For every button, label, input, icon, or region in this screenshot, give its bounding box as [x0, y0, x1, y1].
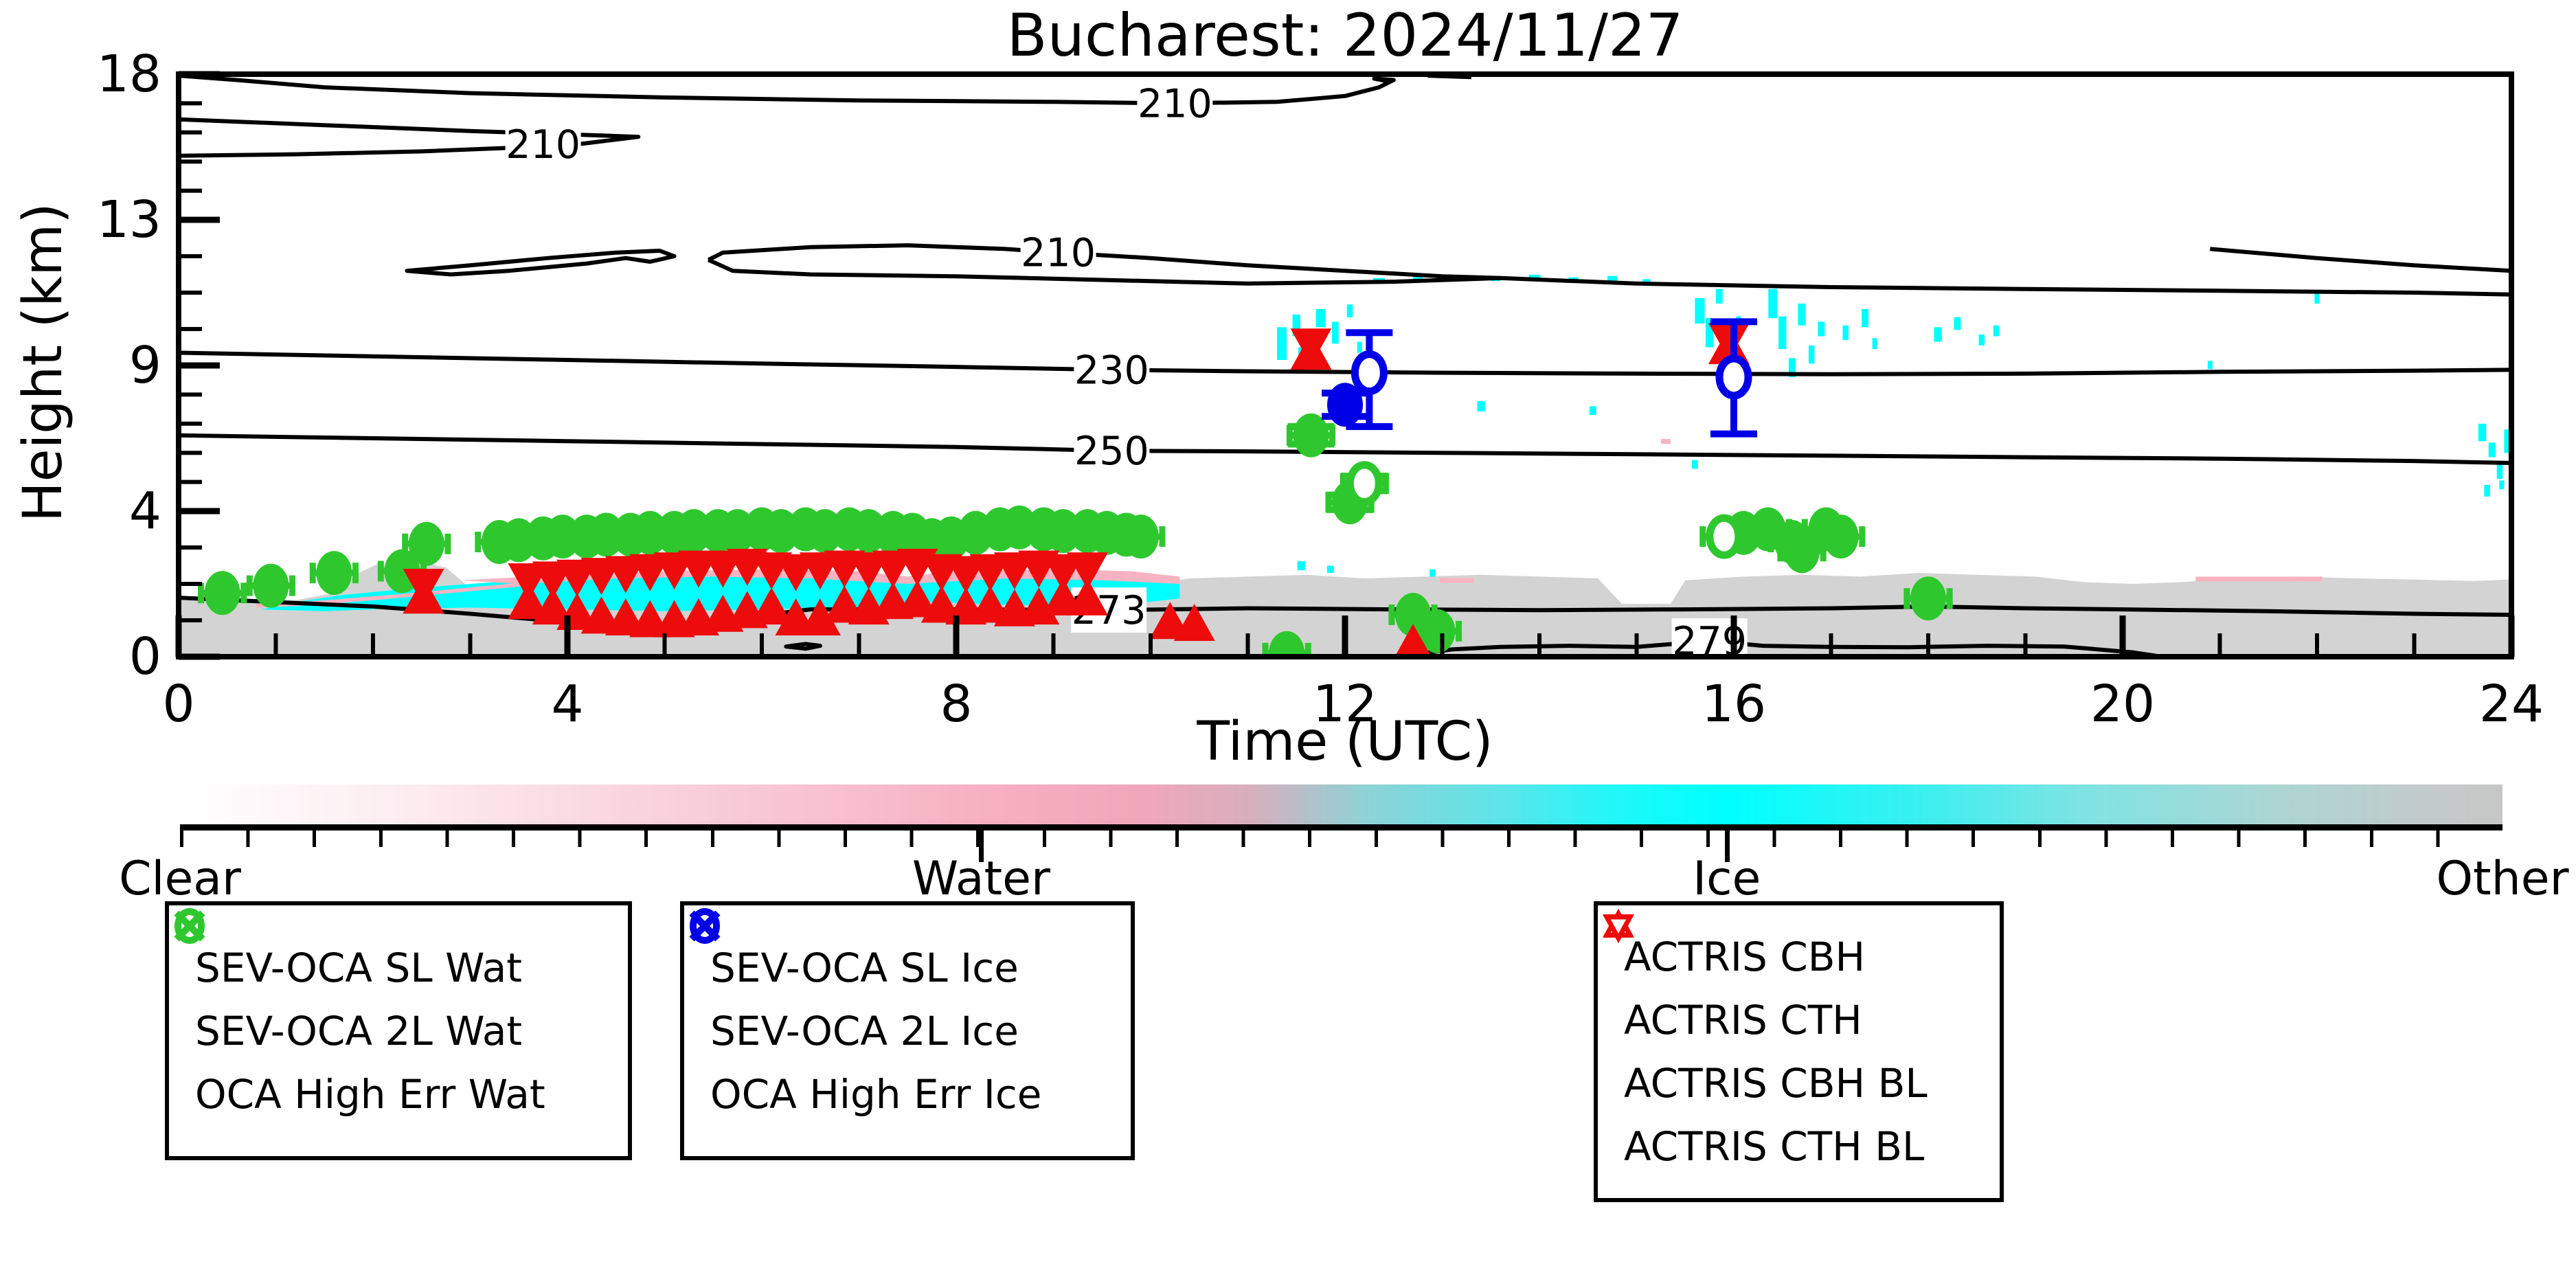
legend-label: OCA High Err Ice	[710, 1070, 1042, 1118]
y-tick-label: 18	[96, 45, 161, 104]
legend-ice: SEV-OCA SL Ice SEV-OCA 2L Ice OCA High E…	[680, 901, 1135, 1160]
legend-label: SEV-OCA SL Wat	[195, 944, 523, 991]
y-tick-label: 13	[96, 190, 161, 249]
series-sev-oca-2l-wat	[1340, 461, 1749, 559]
legend-label: SEV-OCA 2L Wat	[195, 1007, 523, 1054]
legend-actris: ACTRIS CBH ACTRIS CTH ACTRIS CBH BL ACTR…	[1594, 901, 2004, 1202]
legend-item: SEV-OCA SL Wat	[169, 909, 628, 999]
legend-label: SEV-OCA 2L Ice	[710, 1007, 1019, 1054]
legend-label: OCA High Err Wat	[195, 1070, 545, 1118]
y-tick-label: 9	[128, 336, 161, 395]
axes-frame	[175, 71, 2515, 660]
y-tick-label: 4	[128, 482, 161, 541]
legend-item: SEV-OCA 2L Ice	[684, 908, 1131, 1063]
x-tick-label: 0	[162, 675, 195, 734]
legend-label: SEV-OCA SL Ice	[710, 944, 1019, 991]
colorbar-label-water: Water	[912, 852, 1050, 906]
svg-text:250: 250	[1074, 429, 1149, 474]
data-markers	[198, 318, 1953, 657]
colorbar-water-tick	[979, 831, 984, 862]
series-sev-oca-2l-ice	[1346, 318, 1757, 438]
x-tick-label: 16	[1701, 675, 1767, 734]
legend-item: ACTRIS CBH BL	[1598, 908, 2000, 1115]
svg-text:210: 210	[1138, 81, 1212, 126]
colorbar-label-clear: Clear	[119, 852, 241, 906]
y-tick-label: 0	[128, 627, 161, 686]
colorbar-ice-tick	[1724, 831, 1730, 862]
x-marker-icon	[689, 910, 721, 942]
colorbar	[180, 784, 2502, 831]
x-axis-label: Time (UTC)	[1197, 711, 1493, 773]
page-title: Bucharest: 2024/11/27	[1006, 1, 1684, 70]
legend-label: ACTRIS CBH BL	[1624, 1060, 1928, 1107]
series-actris-cth	[403, 323, 1750, 606]
x-tick-label: 24	[2478, 675, 2544, 734]
legend-item: SEV-OCA 2L Wat	[169, 908, 628, 1063]
series-actris-cbh	[403, 327, 1750, 657]
legend-item: ACTRIS CTH BL	[1598, 914, 2000, 1178]
legend-item: SEV-OCA SL Ice	[684, 909, 1131, 999]
legend-label: ACTRIS CTH	[1624, 997, 1862, 1043]
x-tick-label: 12	[1312, 675, 1378, 734]
legend-water: SEV-OCA SL Wat SEV-OCA 2L Wat OCA High E…	[165, 901, 632, 1160]
legend-item: ACTRIS CTH	[1598, 914, 2000, 1052]
x-tick-label: 20	[2090, 675, 2156, 734]
colorbar-ticks	[180, 831, 2502, 847]
legend-item: OCA High Err Wat	[169, 910, 628, 1126]
triangle-down-open-icon	[1603, 914, 1634, 944]
legend-item: OCA High Err Ice	[684, 910, 1131, 1126]
colorbar-label-ice: Ice	[1693, 852, 1761, 906]
colorbar-label-other: Other	[2436, 852, 2569, 906]
svg-text:230: 230	[1074, 348, 1149, 393]
legend-label: ACTRIS CBH	[1624, 934, 1866, 980]
series-sev-oca-sl-ice	[1322, 383, 1368, 427]
x-marker-icon	[174, 910, 205, 942]
x-tick-label: 4	[551, 675, 584, 734]
svg-text:210: 210	[1021, 231, 1096, 276]
legend-label: ACTRIS CTH BL	[1624, 1123, 1925, 1170]
legend-item: ACTRIS CBH	[1598, 910, 2000, 988]
svg-text:210: 210	[506, 122, 580, 168]
x-tick-label: 8	[940, 675, 973, 734]
series-sev-oca-sl-wat	[198, 413, 1953, 657]
